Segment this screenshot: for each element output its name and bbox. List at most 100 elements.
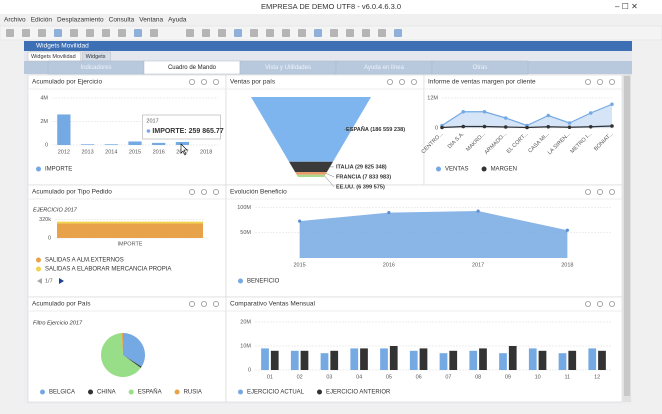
toolbar-button[interactable]: [202, 29, 210, 37]
point: [503, 116, 508, 120]
toolbar-button[interactable]: [378, 29, 386, 37]
y-tick-label: 320k: [39, 217, 51, 223]
window-controls[interactable]: – ☐ ✕: [615, 2, 638, 11]
widget-tool[interactable]: [597, 79, 604, 86]
widget-tool[interactable]: [398, 79, 405, 86]
widget-tool[interactable]: [200, 79, 207, 86]
bar: [469, 350, 478, 370]
bar: [261, 348, 269, 370]
bar: [528, 348, 537, 370]
legend-label[interactable]: SALIDAS A ALM.EXTERNOS: [45, 258, 124, 264]
widget-tool[interactable]: [200, 188, 207, 195]
bar: [128, 141, 142, 145]
legend-label[interactable]: BENEFICIO: [247, 279, 280, 285]
widget-tool[interactable]: [410, 79, 417, 86]
toolbar-button[interactable]: [102, 29, 110, 37]
y-tick-label: 0: [48, 235, 51, 241]
widget-tool[interactable]: [212, 79, 219, 86]
subtab-label[interactable]: Widgets: [86, 54, 106, 60]
bar: [538, 350, 547, 370]
x-tick-label: 09: [505, 374, 511, 380]
menu-item[interactable]: Desplazamiento: [57, 17, 104, 24]
toolbar-button[interactable]: [394, 29, 402, 37]
subtab-label[interactable]: Widgets Movilidad: [31, 54, 76, 60]
widget-tool[interactable]: [597, 188, 604, 195]
pager[interactable]: 1/7: [45, 278, 53, 284]
toolbar-button[interactable]: [298, 29, 306, 37]
bar-segment: [57, 223, 203, 238]
tab-label[interactable]: Vista y Utilidades: [265, 65, 311, 71]
toolbar-button[interactable]: [346, 29, 354, 37]
toolbar-button[interactable]: [6, 29, 14, 37]
toolbar-button[interactable]: [86, 29, 94, 37]
inner-title-bar: [24, 41, 632, 51]
tab-label[interactable]: Ayuda en línea: [364, 65, 405, 71]
legend-label[interactable]: VENTAS: [445, 167, 469, 173]
x-tick-label: 12: [594, 374, 600, 380]
toolbar-button[interactable]: [314, 29, 322, 37]
widget-tool[interactable]: [609, 79, 616, 86]
widget-tool[interactable]: [585, 300, 592, 307]
menu-item[interactable]: Ventana: [139, 17, 163, 24]
widget-tool[interactable]: [212, 188, 219, 195]
toolbar-button[interactable]: [218, 29, 226, 37]
toolbar-button[interactable]: [150, 29, 158, 37]
x-tick-label: 2017: [472, 262, 484, 268]
legend-label[interactable]: BELGICA: [49, 390, 75, 396]
toolbar-button[interactable]: [234, 29, 242, 37]
legend-label[interactable]: ESPAÑA: [138, 389, 162, 396]
widget-tool[interactable]: [585, 188, 592, 195]
tab-label[interactable]: Indicadores: [80, 65, 111, 71]
widget-tool[interactable]: [188, 79, 195, 86]
toolbar-button[interactable]: [134, 29, 142, 37]
x-tick-label: 2015: [129, 149, 141, 155]
toolbar-button[interactable]: [282, 29, 290, 37]
tab[interactable]: [431, 60, 529, 75]
toolbar-button[interactable]: [250, 29, 258, 37]
legend-swatch: [238, 278, 243, 284]
legend-label[interactable]: EJERCICIO ACTUAL: [247, 390, 305, 396]
scroll-thumb[interactable]: [624, 76, 630, 396]
toolbar-button[interactable]: [186, 29, 194, 37]
funnel-slice: [296, 174, 326, 177]
toolbar-button[interactable]: [362, 29, 370, 37]
legend-label[interactable]: CHINA: [97, 390, 116, 396]
toolbar-button[interactable]: [22, 29, 30, 37]
legend-label[interactable]: RUSIA: [184, 390, 202, 396]
tab-label[interactable]: Cuadro de Mando: [168, 65, 217, 71]
menu-item[interactable]: Consulta: [109, 17, 135, 24]
widget-tool[interactable]: [609, 188, 616, 195]
pager-prev[interactable]: [37, 278, 42, 284]
toolbar-button[interactable]: [266, 29, 274, 37]
point: [546, 124, 551, 129]
legend-label[interactable]: MARGEN: [491, 167, 517, 173]
bar: [320, 353, 329, 370]
point: [482, 124, 487, 129]
widget-tool[interactable]: [212, 300, 219, 307]
legend-label[interactable]: EJERCICIO ANTERIOR: [326, 390, 391, 396]
toolbar-button[interactable]: [54, 29, 62, 37]
pager-next[interactable]: [59, 278, 64, 284]
widget-tool[interactable]: [188, 188, 195, 195]
menu-item[interactable]: Ayuda: [168, 17, 187, 24]
legend-label[interactable]: SALIDAS A ELABORAR MERCANCIA PROPIA: [45, 267, 171, 273]
widget-tool[interactable]: [188, 300, 195, 307]
toolbar-button[interactable]: [38, 29, 46, 37]
tab-label[interactable]: Otras: [473, 65, 488, 71]
widget-tool[interactable]: [585, 79, 592, 86]
tooltip-text: IMPORTE: 259 865.77: [152, 128, 223, 135]
widget-tool[interactable]: [597, 300, 604, 307]
toolbar-button[interactable]: [330, 29, 338, 37]
menu-item[interactable]: Edición: [31, 17, 53, 24]
legend-swatch: [481, 166, 487, 172]
legend-swatch: [436, 166, 441, 172]
widget-tool[interactable]: [200, 300, 207, 307]
legend-label[interactable]: IMPORTE: [45, 167, 72, 173]
bar: [568, 350, 577, 370]
widget-tool[interactable]: [609, 300, 616, 307]
toolbar-button[interactable]: [118, 29, 126, 37]
widget-tool[interactable]: [386, 79, 393, 86]
toolbar-button[interactable]: [70, 29, 78, 37]
menu-item[interactable]: Archivo: [4, 17, 26, 24]
x-tick-label: 2015: [294, 262, 306, 268]
